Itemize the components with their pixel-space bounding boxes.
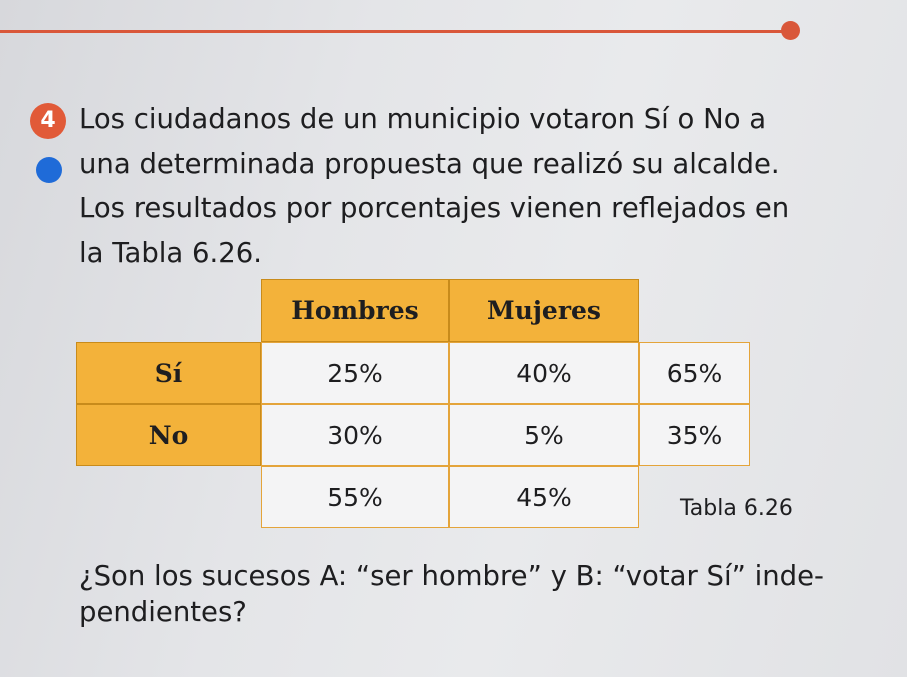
cell-total-hombres: 55% xyxy=(261,466,449,528)
table-caption: Tabla 6.26 xyxy=(680,496,793,521)
top-rule-line xyxy=(0,30,792,33)
col-header-mujeres: Mujeres xyxy=(449,279,639,342)
cell-no-total: 35% xyxy=(639,404,750,466)
cell-si-total: 65% xyxy=(639,342,750,404)
exercise-text-line-4: la Tabla 6.26. xyxy=(79,237,262,269)
question-line-2: pendientes? xyxy=(79,596,247,628)
cell-si-hombres: 25% xyxy=(261,342,449,404)
question-line-1: ¿Son los sucesos A: “ser hombre” y B: “v… xyxy=(79,560,824,592)
row-header-si: Sí xyxy=(76,342,261,404)
cell-si-mujeres: 40% xyxy=(449,342,639,404)
cell-total-mujeres: 45% xyxy=(449,466,639,528)
exercise-text-line-1: Los ciudadanos de un municipio votaron S… xyxy=(79,103,767,135)
exercise-text-line-2: una determinada propuesta que realizó su… xyxy=(79,148,780,180)
top-rule-dot xyxy=(781,21,800,40)
exercise-number-badge: 4 xyxy=(30,103,66,139)
exercise-text-line-3: Los resultados por porcentajes vienen re… xyxy=(79,192,790,224)
row-header-no: No xyxy=(76,404,261,466)
cell-no-hombres: 30% xyxy=(261,404,449,466)
col-header-hombres: Hombres xyxy=(261,279,449,342)
difficulty-dot-icon xyxy=(36,157,62,183)
cell-no-mujeres: 5% xyxy=(449,404,639,466)
